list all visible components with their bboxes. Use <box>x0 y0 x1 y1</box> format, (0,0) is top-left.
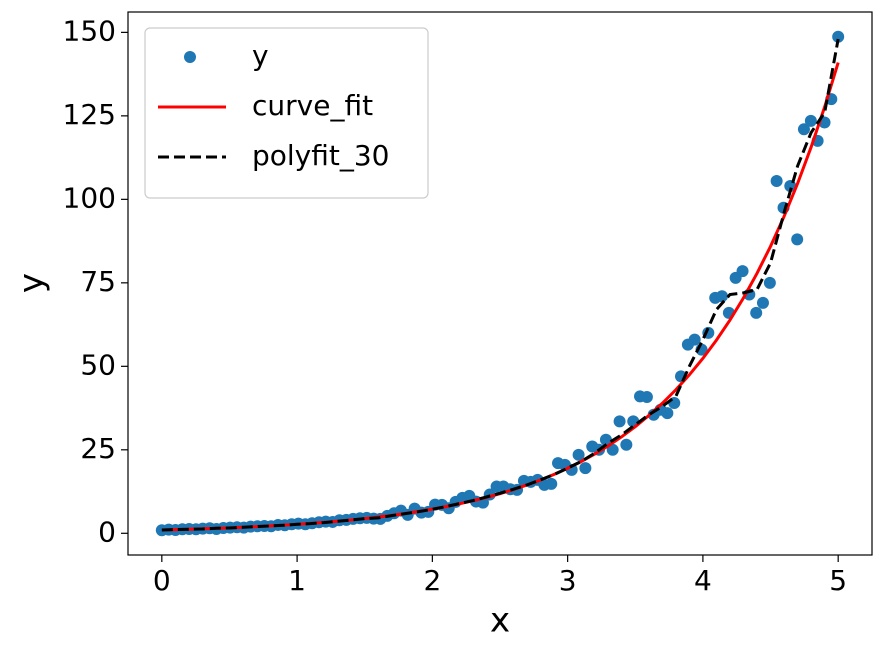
y-tick-label: 150 <box>63 14 116 47</box>
plot-area <box>155 30 845 537</box>
point <box>804 114 817 127</box>
point <box>736 265 749 278</box>
y-tick-label: 100 <box>63 181 116 214</box>
point <box>572 448 585 461</box>
point <box>613 415 626 428</box>
legend-marker <box>184 51 196 63</box>
y-tick-label: 75 <box>80 265 116 298</box>
point <box>579 462 592 475</box>
point <box>832 30 845 43</box>
point <box>756 296 769 309</box>
x-tick-label: 1 <box>288 564 306 597</box>
y-tick-label: 50 <box>80 348 116 381</box>
point <box>640 391 653 404</box>
y-tick-label: 125 <box>63 98 116 131</box>
point <box>599 433 612 446</box>
legend: y curve_fit polyfit_30 <box>144 27 429 199</box>
point <box>770 174 783 187</box>
x-tick-label: 5 <box>829 564 847 597</box>
x-tick-label: 4 <box>694 564 712 597</box>
y-tick-label: 0 <box>98 515 116 548</box>
y-axis-label: y <box>12 273 52 293</box>
legend-label: curve_fit <box>252 89 373 122</box>
x-axis-label: x <box>490 601 510 641</box>
axes-frame <box>127 11 873 556</box>
point <box>797 123 810 136</box>
line <box>161 38 840 532</box>
legend-label: y <box>252 39 269 72</box>
y-tick-label: 25 <box>80 432 116 465</box>
point <box>715 290 728 303</box>
point <box>606 443 619 456</box>
legend-label: polyfit_30 <box>252 139 390 172</box>
point <box>763 276 776 289</box>
x-tick-label: 3 <box>559 564 577 597</box>
point <box>688 333 701 346</box>
x-tick-label: 0 <box>153 564 171 597</box>
point <box>661 407 674 420</box>
point <box>750 306 763 319</box>
point <box>545 477 558 490</box>
x-tick-label: 2 <box>423 564 441 597</box>
point <box>791 233 804 246</box>
point <box>620 438 633 451</box>
